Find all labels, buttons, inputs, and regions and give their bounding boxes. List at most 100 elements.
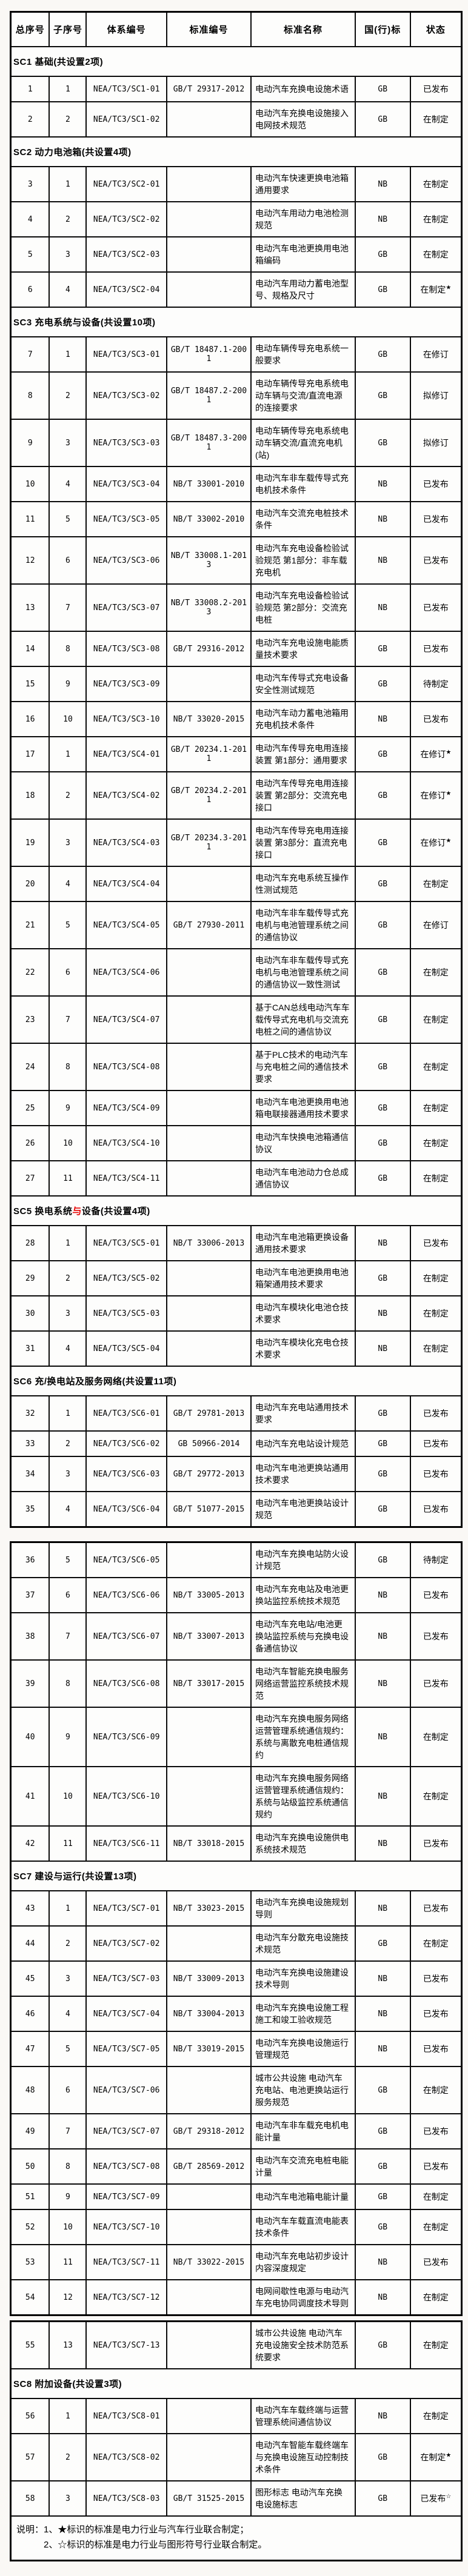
cell-standard-code: NB/T 33020-2015	[165, 701, 252, 737]
table-row: 58 3 NEA/TC3/SC8-03 GB/T 31525-2015 图形标志 电动汽…	[10, 2480, 463, 2517]
cell-standard-code: GB/T 20234.1-2011	[165, 736, 252, 772]
cell-system-code: NEA/TC3/SC3-08	[85, 631, 167, 667]
cell-standard-code: NB/T 33018-2015	[165, 1825, 252, 1862]
cell-total-no: 43	[10, 1890, 50, 1927]
cell-status: 在制定	[409, 2320, 463, 2369]
cell-standard-code	[165, 101, 252, 138]
cell-system-code: NEA/TC3/SC1-01	[85, 76, 167, 102]
cell-status: 在制定	[409, 1160, 463, 1197]
cell-scope: GB	[354, 2433, 411, 2481]
table-row: 12 6 NEA/TC3/SC3-06 NB/T 33008.1-2013 电动汽车充电…	[10, 536, 463, 585]
cell-status: 在制定	[409, 1295, 463, 1332]
cell-standard-code: GB/T 29781-2013	[165, 1395, 252, 1432]
cell-sub-no: 4	[48, 1330, 87, 1367]
cell-scope: GB	[354, 995, 411, 1044]
table-row: 32 1 NEA/TC3/SC6-01 GB/T 29781-2013 电动汽车充电站通…	[10, 1395, 463, 1432]
cell-standard-code: GB/T 51077-2015	[165, 1491, 252, 1528]
cell-standard-code	[165, 2279, 252, 2316]
cell-status: 在制定	[409, 995, 463, 1044]
cell-sub-no: 3	[48, 2480, 87, 2517]
cell-sub-no: 9	[48, 666, 87, 702]
cell-sub-no: 8	[48, 631, 87, 667]
cell-sub-no: 5	[48, 2031, 87, 2067]
cell-standard-name: 电动汽车充换电服务网络运营管理系统通信规约：系统与站级监控系统通信规约	[250, 1766, 356, 1827]
cell-sub-no: 11	[48, 1825, 87, 1862]
cell-system-code: NEA/TC3/SC2-03	[85, 236, 167, 273]
cell-system-code: NEA/TC3/SC3-02	[85, 371, 167, 420]
cell-standard-code	[165, 271, 252, 308]
cell-system-code: NEA/TC3/SC5-01	[85, 1225, 167, 1261]
cell-standard-name: 电动汽车非车载传导式充电机技术条件	[250, 466, 356, 502]
cell-status: 已发布	[409, 2031, 463, 2067]
cell-sub-no: 1	[48, 1395, 87, 1432]
cell-standard-name: 电动汽车非车载传导式充电机与电池管理系统之间的通信协议	[250, 901, 356, 949]
cell-status: 在制定	[409, 1925, 463, 1962]
cell-scope: NB	[354, 2398, 411, 2434]
cell-scope: GB	[354, 771, 411, 820]
cell-status: 已发布	[409, 1960, 463, 1997]
cell-scope: NB	[354, 1890, 411, 1927]
footnote: 说明：1、★标识的标准是电力行业与汽车行业联合制定； 2、☆标识的标准是电力行业与…	[10, 2515, 463, 2561]
cell-status: 在制定	[409, 1090, 463, 1126]
cell-total-no: 29	[10, 1260, 50, 1296]
cell-system-code: NEA/TC3/SC1-02	[85, 101, 167, 138]
cell-scope: GB	[354, 271, 411, 308]
cell-scope: NB	[354, 1612, 411, 1661]
cell-system-code: NEA/TC3/SC7-06	[85, 2066, 167, 2114]
section-header: SC1 基础(共设置2项)	[10, 46, 463, 77]
cell-sub-no: 1	[48, 2398, 87, 2434]
section-header-row: SC6 充/换电站及服务网络(共设置11项)	[10, 1366, 463, 1396]
cell-status: 已发布	[409, 1890, 463, 1927]
cell-system-code: NEA/TC3/SC6-09	[85, 1707, 167, 1767]
table-row: 30 3 NEA/TC3/SC5-03 电动汽车模块化电池仓技术要求 NB 在制定	[10, 1295, 463, 1332]
cell-standard-name: 电动汽车充电站/电池更换站监控系统与充换电设备通信协议	[250, 1612, 356, 1661]
cell-standard-code: NB/T 33002-2010	[165, 501, 252, 537]
cell-scope: NB	[354, 2031, 411, 2067]
table-row: 37 6 NEA/TC3/SC6-06 NB/T 33005-2013 电动汽车充电站及…	[10, 1577, 463, 1613]
joint-standard-mark: ★	[446, 2452, 452, 2459]
table-row: 4 2 NEA/TC3/SC2-02 电动汽车用动力电池检测规范 NB 在制定	[10, 201, 463, 237]
cell-total-no: 5	[10, 236, 50, 273]
cell-sub-no: 3	[48, 236, 87, 273]
column-header-status: 状态	[409, 11, 463, 47]
cell-status: 已发布	[409, 501, 463, 537]
cell-status: 在制定	[409, 948, 463, 997]
cell-sub-no: 11	[48, 2244, 87, 2280]
cell-standard-name: 电动汽车电池箱电能计量	[250, 2183, 356, 2210]
cell-total-no: 27	[10, 1160, 50, 1197]
cell-standard-code: NB/T 33004-2013	[165, 1996, 252, 2032]
cell-sub-no: 4	[48, 866, 87, 902]
cell-standard-code: NB/T 33022-2015	[165, 2244, 252, 2280]
cell-system-code: NEA/TC3/SC4-04	[85, 866, 167, 902]
cell-total-no: 8	[10, 371, 50, 420]
table-row: 16 10 NEA/TC3/SC3-10 NB/T 33020-2015 电动汽车动力蓄…	[10, 701, 463, 737]
cell-system-code: NEA/TC3/SC3-10	[85, 701, 167, 737]
cell-scope: GB	[354, 1430, 411, 1457]
table-row: 41 10 NEA/TC3/SC6-10 电动汽车充换电服务网络运营管理系统通信规约：…	[10, 1766, 463, 1827]
cell-sub-no: 7	[48, 2113, 87, 2149]
cell-standard-name: 电网间歇性电源与电动汽车充电协同调度技术导则	[250, 2279, 356, 2316]
cell-scope: GB	[354, 1090, 411, 1126]
cell-standard-code	[165, 866, 252, 902]
red-character: 与	[72, 1206, 82, 1217]
cell-scope: GB	[354, 1260, 411, 1296]
cell-standard-code	[165, 1330, 252, 1367]
cell-system-code: NEA/TC3/SC7-12	[85, 2279, 167, 2316]
cell-total-no: 18	[10, 771, 50, 820]
cell-status: 在制定	[409, 2209, 463, 2245]
page-break-gap	[10, 2316, 463, 2320]
standards-table: 总序号 子序号 体系编号 标准编号 标准名称 国(行)标 状态 SC1 基础(共设置2项) 1 1…	[10, 11, 463, 1528]
cell-standard-code: GB/T 29317-2012	[165, 76, 252, 102]
cell-system-code: NEA/TC3/SC7-13	[85, 2320, 167, 2369]
cell-total-no: 9	[10, 419, 50, 467]
cell-standard-name: 电动车辆传导充电系统一般要求	[250, 336, 356, 373]
standards-table: 55 13 NEA/TC3/SC7-13 城市公共设施 电动汽车充电设施安全技术防范系…	[10, 2320, 463, 2561]
cell-standard-name: 电动汽车模块化充电仓技术要求	[250, 1330, 356, 1367]
cell-total-no: 52	[10, 2209, 50, 2245]
standards-table: 36 5 NEA/TC3/SC6-05 电动汽车充换电站防火设计规范 GB 待制定 37 6 N…	[10, 1541, 463, 2316]
cell-sub-no: 6	[48, 1577, 87, 1613]
cell-scope: NB	[354, 583, 411, 632]
cell-total-no: 17	[10, 736, 50, 772]
cell-system-code: NEA/TC3/SC3-05	[85, 501, 167, 537]
